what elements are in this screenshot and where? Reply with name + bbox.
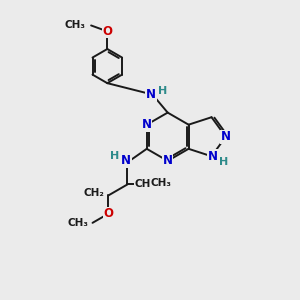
Text: CH₃: CH₃ — [67, 218, 88, 228]
Text: N: N — [221, 130, 231, 143]
Text: H: H — [219, 157, 229, 166]
Text: CH: CH — [135, 179, 151, 189]
Text: CH₃: CH₃ — [150, 178, 171, 188]
Text: O: O — [102, 25, 112, 38]
Text: N: N — [146, 88, 156, 101]
Text: H: H — [110, 151, 120, 161]
Text: N: N — [208, 150, 218, 163]
Text: N: N — [163, 154, 173, 167]
Text: H: H — [158, 86, 167, 96]
Text: CH₃: CH₃ — [64, 20, 85, 31]
Text: O: O — [103, 207, 113, 220]
Text: CH₂: CH₂ — [83, 188, 104, 198]
Text: N: N — [142, 118, 152, 131]
Text: N: N — [121, 154, 131, 167]
